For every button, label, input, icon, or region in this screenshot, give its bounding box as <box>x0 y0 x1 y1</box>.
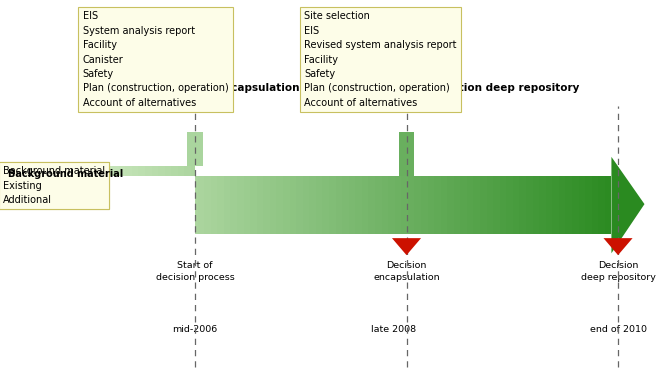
Polygon shape <box>349 176 355 234</box>
Text: Permit application encapsulation: Permit application encapsulation <box>104 83 299 93</box>
Polygon shape <box>473 176 480 234</box>
Polygon shape <box>329 176 336 234</box>
Polygon shape <box>381 176 388 234</box>
Polygon shape <box>119 166 126 176</box>
Polygon shape <box>598 176 605 234</box>
Polygon shape <box>132 166 139 176</box>
Polygon shape <box>198 176 204 234</box>
Polygon shape <box>191 166 195 176</box>
Polygon shape <box>217 176 224 234</box>
Polygon shape <box>178 166 184 176</box>
Polygon shape <box>171 166 178 176</box>
Polygon shape <box>553 176 559 234</box>
Polygon shape <box>428 176 434 234</box>
Text: Background material: Background material <box>8 169 123 179</box>
Polygon shape <box>231 176 237 234</box>
Text: late 2008: late 2008 <box>371 325 416 334</box>
Polygon shape <box>506 176 513 234</box>
Polygon shape <box>395 176 401 234</box>
Polygon shape <box>263 176 270 234</box>
Polygon shape <box>392 238 421 255</box>
Polygon shape <box>303 176 309 234</box>
Polygon shape <box>399 132 414 176</box>
Text: Background material
Existing
Additional: Background material Existing Additional <box>3 166 106 205</box>
Polygon shape <box>187 132 203 166</box>
Polygon shape <box>184 166 191 176</box>
Polygon shape <box>441 176 447 234</box>
Polygon shape <box>368 176 375 234</box>
Polygon shape <box>145 166 151 176</box>
Polygon shape <box>270 176 276 234</box>
Polygon shape <box>401 176 408 234</box>
Polygon shape <box>165 166 171 176</box>
Polygon shape <box>99 166 106 176</box>
Text: Site selection
EIS
Revised system analysis report
Facility
Safety
Plan (construc: Site selection EIS Revised system analys… <box>304 11 457 108</box>
Polygon shape <box>408 176 414 234</box>
Polygon shape <box>480 176 486 234</box>
Polygon shape <box>106 166 112 176</box>
Polygon shape <box>336 176 342 234</box>
Polygon shape <box>447 176 453 234</box>
Text: Start of
decision process: Start of decision process <box>155 261 235 282</box>
Polygon shape <box>355 176 362 234</box>
Text: Permit application deep repository: Permit application deep repository <box>373 83 579 93</box>
Polygon shape <box>126 166 132 176</box>
Polygon shape <box>93 166 99 176</box>
Polygon shape <box>276 176 283 234</box>
Polygon shape <box>290 176 296 234</box>
Polygon shape <box>323 176 329 234</box>
Polygon shape <box>204 176 211 234</box>
Polygon shape <box>421 176 428 234</box>
Polygon shape <box>283 176 290 234</box>
Polygon shape <box>296 176 303 234</box>
Polygon shape <box>578 176 585 234</box>
Polygon shape <box>486 176 493 234</box>
Polygon shape <box>86 166 93 176</box>
Polygon shape <box>559 176 565 234</box>
Text: end of 2010: end of 2010 <box>590 325 646 334</box>
Polygon shape <box>493 176 500 234</box>
Polygon shape <box>309 176 316 234</box>
Polygon shape <box>388 176 395 234</box>
Polygon shape <box>460 176 467 234</box>
Polygon shape <box>414 176 421 234</box>
Polygon shape <box>224 176 231 234</box>
Text: EIS
System analysis report
Facility
Canister
Safety
Plan (construction, operatio: EIS System analysis report Facility Cani… <box>83 11 228 108</box>
Polygon shape <box>611 157 644 253</box>
Polygon shape <box>603 238 633 255</box>
Polygon shape <box>151 166 158 176</box>
Polygon shape <box>513 176 520 234</box>
Polygon shape <box>500 176 506 234</box>
Polygon shape <box>592 176 598 234</box>
Polygon shape <box>342 176 349 234</box>
Text: Decision
encapsulation: Decision encapsulation <box>373 261 440 282</box>
Polygon shape <box>158 166 165 176</box>
Text: Decision
deep repository: Decision deep repository <box>580 261 656 282</box>
Polygon shape <box>533 176 539 234</box>
Polygon shape <box>585 176 592 234</box>
Polygon shape <box>139 166 145 176</box>
Polygon shape <box>526 176 533 234</box>
Polygon shape <box>605 176 611 234</box>
Polygon shape <box>256 176 263 234</box>
Polygon shape <box>520 176 526 234</box>
Polygon shape <box>539 176 546 234</box>
Polygon shape <box>572 176 578 234</box>
Polygon shape <box>243 176 250 234</box>
Polygon shape <box>362 176 368 234</box>
Polygon shape <box>375 176 381 234</box>
Polygon shape <box>546 176 553 234</box>
Polygon shape <box>195 176 198 234</box>
Polygon shape <box>316 176 323 234</box>
Polygon shape <box>112 166 119 176</box>
Polygon shape <box>250 176 256 234</box>
Polygon shape <box>453 176 460 234</box>
Polygon shape <box>211 176 217 234</box>
Text: mid-2006: mid-2006 <box>173 325 217 334</box>
Polygon shape <box>467 176 473 234</box>
Polygon shape <box>434 176 441 234</box>
Text: Background material
Existing
Additional: Background material Existing Additional <box>3 166 106 205</box>
Polygon shape <box>237 176 243 234</box>
Polygon shape <box>565 176 572 234</box>
